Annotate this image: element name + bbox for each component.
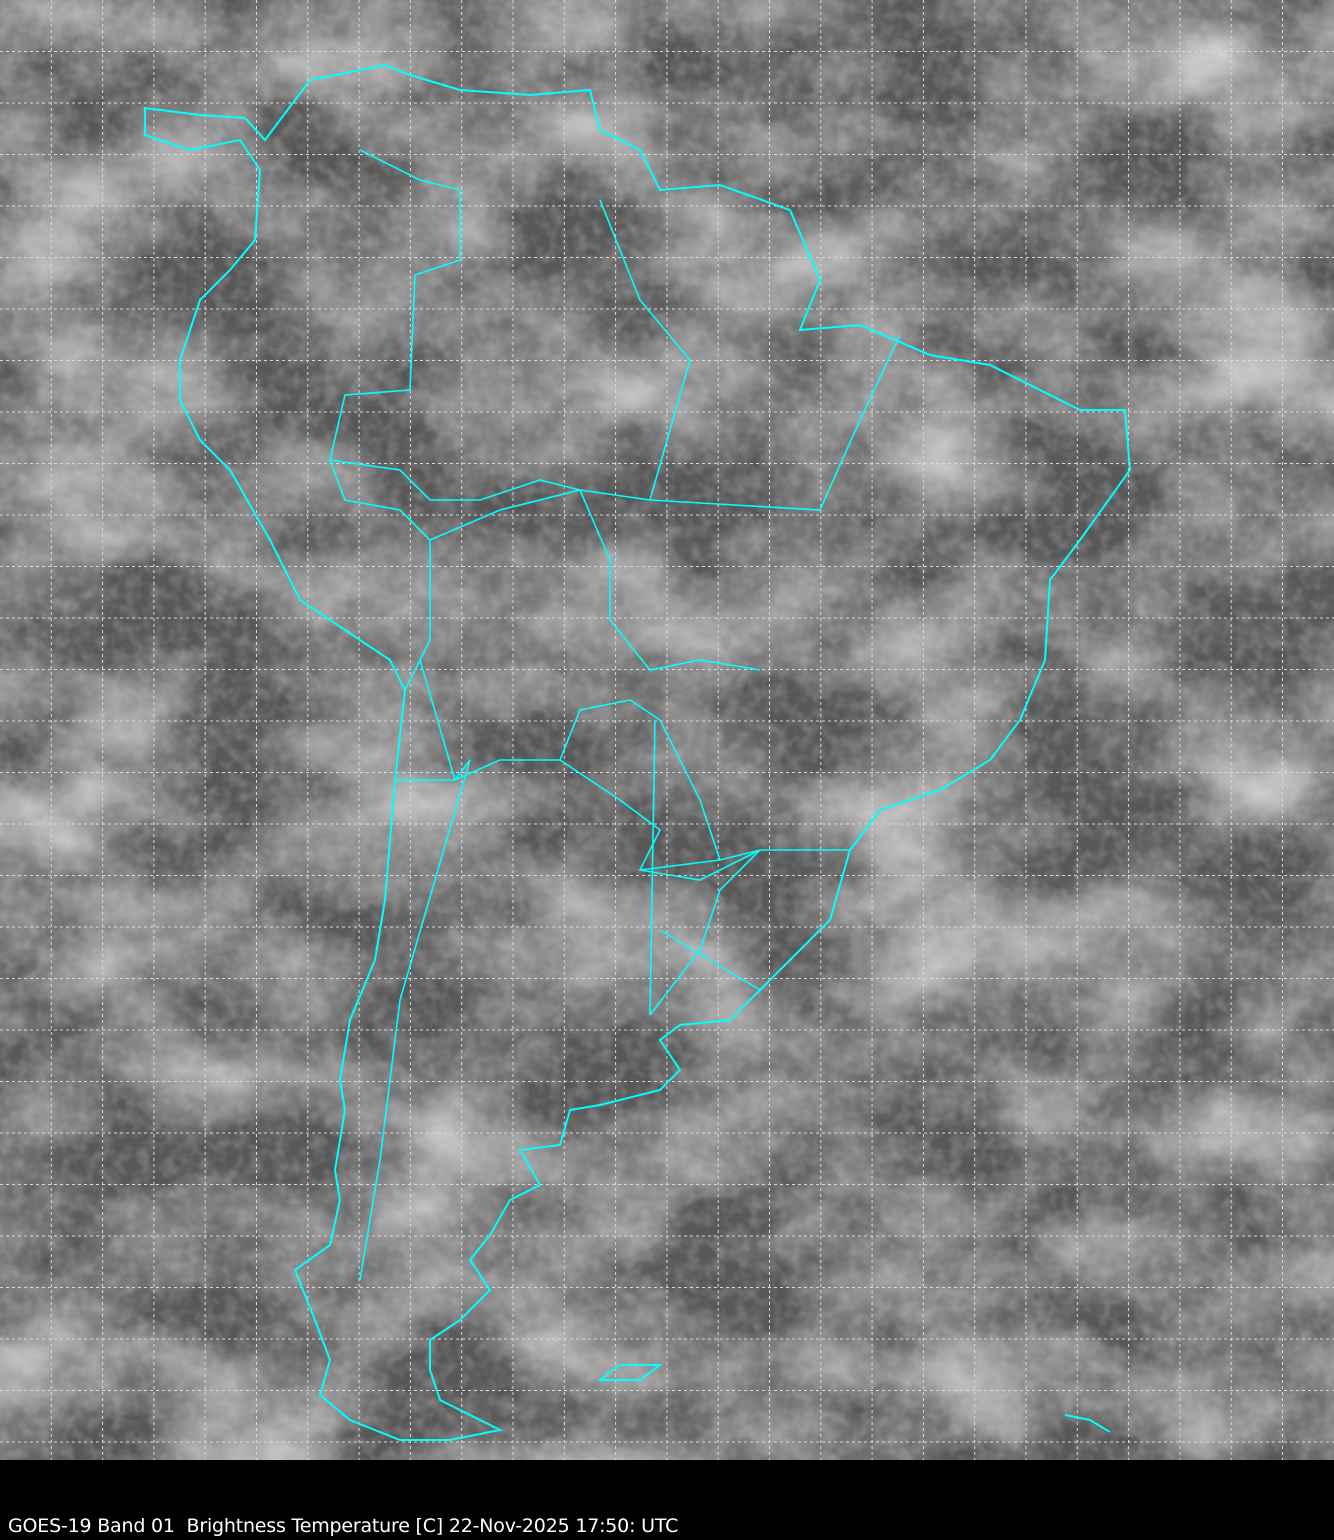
satellite-map xyxy=(0,0,1334,1460)
falkland-islands xyxy=(597,1364,663,1381)
cloud-texture xyxy=(0,0,1334,1460)
south-georgia-island xyxy=(1064,1414,1111,1433)
country-borders xyxy=(329,149,901,1281)
image-caption: GOES-19 Band 01 Brightness Temperature [… xyxy=(8,1515,679,1537)
lat-lon-grid xyxy=(0,0,1334,1460)
coastline xyxy=(144,63,1132,1441)
